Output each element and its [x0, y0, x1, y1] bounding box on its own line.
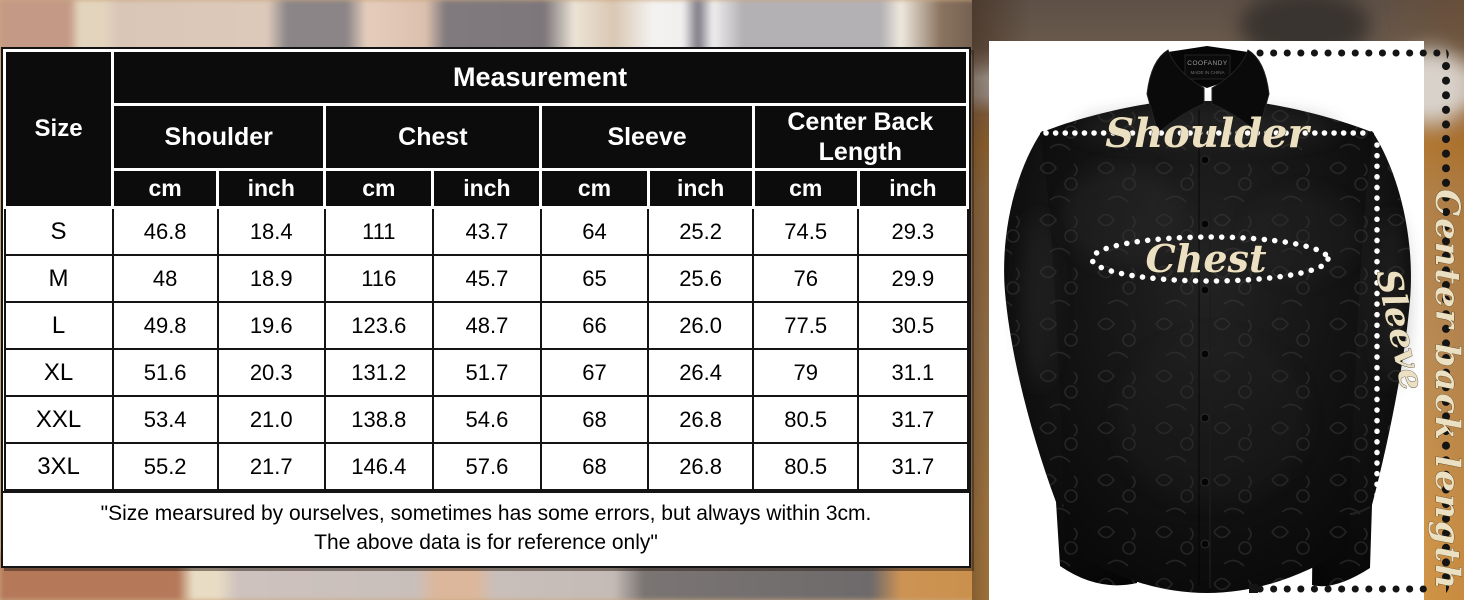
measure-cell: 77.5: [752, 301, 860, 350]
measure-cell: 68: [539, 395, 650, 444]
measure-cell: 19.6: [216, 301, 326, 350]
size-cell: L: [3, 301, 114, 350]
unit-header: inch: [646, 168, 755, 209]
measure-cell: 111: [323, 206, 434, 256]
measure-cell: 55.2: [111, 442, 219, 491]
size-cell: 3XL: [3, 442, 114, 491]
measure-cell: 53.4: [111, 395, 219, 444]
size-chart-footnote: "Size mearsured by ourselves, sometimes …: [3, 491, 969, 566]
measure-cell: 51.7: [431, 348, 542, 397]
measure-cell: 31.7: [857, 395, 969, 444]
measure-cell: 48.7: [431, 301, 542, 350]
size-cell: XXL: [3, 395, 114, 444]
size-chart-table: Size Measurement Shoulder Chest Sleeve C…: [2, 49, 970, 491]
measure-cell: 18.9: [216, 254, 326, 303]
product-measurement-diagram: COOFANDY MADE IN CHINA Shoulder Chest Sl…: [989, 41, 1464, 600]
measure-cell: 146.4: [323, 442, 434, 491]
measure-cell: 25.2: [647, 206, 755, 256]
footnote-line-2: The above data is for reference only": [314, 531, 658, 555]
size-cell: M: [3, 254, 114, 303]
table-row-l: L 49.8 19.6 123.6 48.7 66 26.0 77.5 30.5: [3, 301, 969, 350]
measure-cell: 65: [539, 254, 650, 303]
measure-cell: 18.4: [216, 206, 326, 256]
unit-header: cm: [751, 168, 860, 209]
size-column-header: Size: [2, 49, 115, 209]
table-row-xxl: XXL 53.4 21.0 138.8 54.6 68 26.8 80.5 31…: [3, 395, 969, 444]
unit-header: inch: [856, 168, 970, 209]
measure-cell: 45.7: [431, 254, 542, 303]
measure-cell: 48: [111, 254, 219, 303]
unit-header: inch: [431, 168, 543, 209]
measurement-guides: [1043, 130, 1380, 575]
size-chart-panel: Size Measurement Shoulder Chest Sleeve C…: [1, 47, 971, 568]
measure-cell: 20.3: [216, 348, 326, 397]
measure-cell: 76: [752, 254, 860, 303]
measure-cell: 26.4: [647, 348, 755, 397]
group-header-chest: Chest: [323, 103, 543, 171]
measure-cell: 51.6: [111, 348, 219, 397]
measure-cell: 68: [539, 442, 650, 491]
measure-cell: 26.8: [647, 395, 755, 444]
size-cell: S: [3, 206, 114, 256]
measure-cell: 116: [323, 254, 434, 303]
measure-cell: 49.8: [111, 301, 219, 350]
measure-cell: 26.0: [647, 301, 755, 350]
brand-sublabel: MADE IN CHINA: [1190, 70, 1224, 75]
size-cell: XL: [3, 348, 114, 397]
measure-cell: 67: [539, 348, 650, 397]
shirt-buttons: [1200, 155, 1210, 549]
measure-cell: 80.5: [752, 442, 860, 491]
center-back-dotted-line: [1249, 49, 1450, 593]
measure-cell: 26.8: [647, 442, 755, 491]
measure-cell: 79: [752, 348, 860, 397]
measure-cell: 31.1: [857, 348, 969, 397]
measure-cell: 54.6: [431, 395, 542, 444]
measure-cell: 123.6: [323, 301, 434, 350]
unit-header: inch: [216, 168, 327, 209]
table-row-3xl: 3XL 55.2 21.7 146.4 57.6 68 26.8 80.5 31…: [3, 442, 969, 491]
footnote-line-1: "Size mearsured by ourselves, sometimes …: [100, 502, 872, 525]
table-row-m: M 48 18.9 116 45.7 65 25.6 76 29.9: [3, 254, 969, 303]
table-row-xl: XL 51.6 20.3 131.2 51.7 67 26.4 79 31.1: [3, 348, 969, 397]
black-shirt-photo: COOFANDY MADE IN CHINA: [1004, 46, 1411, 593]
group-header-shoulder: Shoulder: [111, 103, 327, 171]
measure-cell: 21.7: [216, 442, 326, 491]
measurement-title: Measurement: [111, 49, 969, 106]
measure-cell: 30.5: [857, 301, 969, 350]
backdrop-photo-top: [0, 0, 990, 54]
table-row-s: S 46.8 18.4 111 43.7 64 25.2 74.5 29.3: [3, 206, 969, 256]
measure-cell: 66: [539, 301, 650, 350]
brand-label: COOFANDY: [1187, 60, 1228, 67]
shoulder-label: Shoulder: [1105, 110, 1311, 157]
measure-cell: 21.0: [216, 395, 326, 444]
measure-cell: 138.8: [323, 395, 434, 444]
measure-cell: 29.3: [857, 206, 969, 256]
measure-cell: 29.9: [857, 254, 969, 303]
measure-cell: 74.5: [752, 206, 860, 256]
unit-header: cm: [323, 168, 435, 209]
unit-header: cm: [539, 168, 650, 209]
measure-cell: 31.7: [857, 442, 969, 491]
measure-cell: 80.5: [752, 395, 860, 444]
measure-cell: 43.7: [431, 206, 542, 256]
chest-label: Chest: [1146, 236, 1267, 281]
measure-cell: 46.8: [111, 206, 219, 256]
chest-dotted-ellipse: [1089, 234, 1331, 284]
shirt-collar: COOFANDY MADE IN CHINA: [1146, 46, 1270, 134]
measure-cell: 64: [539, 206, 650, 256]
measure-cell: 131.2: [323, 348, 434, 397]
center-back-length-label: Center back length: [1427, 189, 1464, 591]
unit-header: cm: [111, 168, 220, 209]
group-header-sleeve: Sleeve: [539, 103, 755, 171]
group-header-center-back: Center Back Length: [751, 103, 970, 171]
measure-cell: 57.6: [431, 442, 542, 491]
measure-cell: 25.6: [647, 254, 755, 303]
